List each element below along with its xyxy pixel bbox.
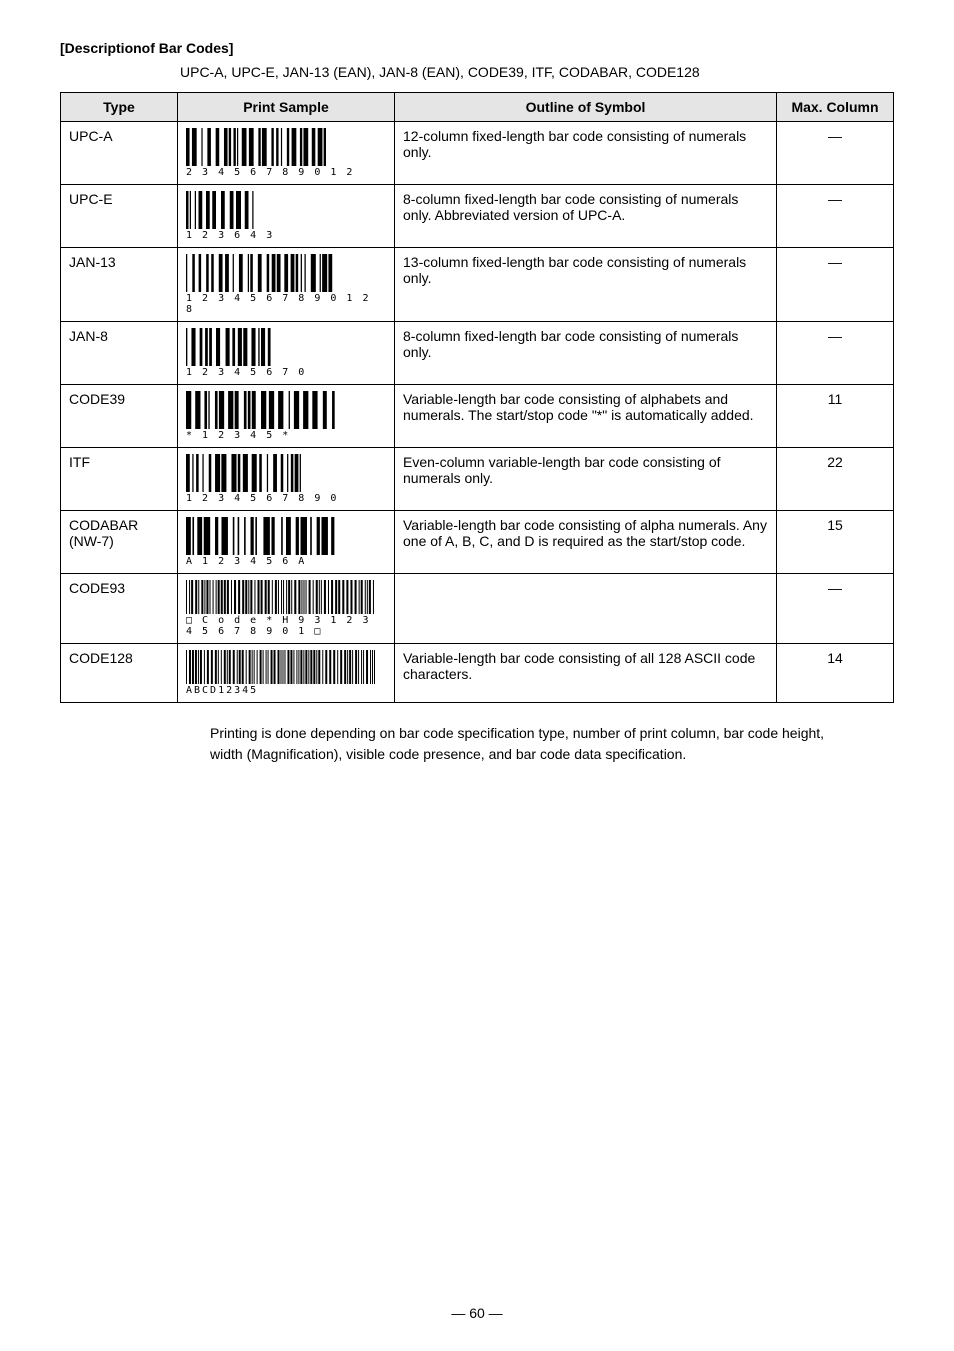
cell-type: CODE93	[61, 574, 178, 644]
table-row: CODE39 * 1 2 3 4 5 * Variable-length bar c…	[61, 385, 894, 448]
cell-type: JAN-8	[61, 322, 178, 385]
barcode-label: 1 2 3 4 5 6 7 8 9 0 1 2 8	[186, 293, 386, 315]
cell-sample: □ C o d e * H 9 3 1 2 3 4 5 6 7 8 9 0 1 …	[178, 574, 395, 644]
cell-sample: 1 2 3 4 5 6 7 0	[178, 322, 395, 385]
cell-sample: 1 2 3 4 5 6 7 8 9 0 1 2 8	[178, 248, 395, 322]
barcode-label: * 1 2 3 4 5 *	[186, 430, 290, 441]
cell-outline: Variable-length bar code consisting of a…	[395, 385, 777, 448]
cell-max: —	[777, 574, 894, 644]
barcode-label: 1 2 3 4 5 6 7 8 9 0	[186, 493, 338, 504]
cell-sample: 2 3 4 5 6 7 8 9 0 1 2	[178, 122, 395, 185]
cell-outline: Even-column variable-length bar code con…	[395, 448, 777, 511]
cell-sample: A 1 2 3 4 5 6 A	[178, 511, 395, 574]
cell-max: 15	[777, 511, 894, 574]
cell-outline: 12-column fixed-length bar code consisti…	[395, 122, 777, 185]
barcode-icon	[186, 328, 276, 366]
cell-max: —	[777, 322, 894, 385]
barcode-icon	[186, 391, 336, 429]
barcode-label: 2 3 4 5 6 7 8 9 0 1 2	[186, 167, 354, 178]
section-title: [Descriptionof Bar Codes]	[60, 40, 894, 56]
table-row: CODE93 □ C o d e * H 9 3 1 2 3 4 5 6 7 8 …	[61, 574, 894, 644]
barcode-label: 1 2 3 4 5 6 7 0	[186, 367, 306, 378]
cell-type: CODE39	[61, 385, 178, 448]
table-row: UPC-A 2 3 4 5 6 7 8 9 0 1 2 12-column fixe…	[61, 122, 894, 185]
cell-outline: Variable-length bar code consisting of a…	[395, 511, 777, 574]
table-row: UPC-E 1 2 3 6 4 3 8-column fixed-length ba…	[61, 185, 894, 248]
barcode-label: □ C o d e * H 9 3 1 2 3 4 5 6 7 8 9 0 1 …	[186, 615, 386, 637]
table-row: JAN-13 1 2 3 4 5 6 7 8 9 0 1 2 8 13-column…	[61, 248, 894, 322]
barcode-table: Type Print Sample Outline of Symbol Max.…	[60, 92, 894, 703]
col-header-type: Type	[61, 93, 178, 122]
barcode-types-subtitle: UPC-A, UPC-E, JAN-13 (EAN), JAN-8 (EAN),…	[180, 64, 894, 80]
col-header-max: Max. Column	[777, 93, 894, 122]
barcode-label: A 1 2 3 4 5 6 A	[186, 556, 306, 567]
cell-max: —	[777, 122, 894, 185]
cell-sample: ABCD12345	[178, 644, 395, 703]
barcode-icon	[186, 191, 256, 229]
cell-max: —	[777, 185, 894, 248]
barcode-icon	[186, 128, 326, 166]
cell-max: 11	[777, 385, 894, 448]
table-row: CODABAR (NW-7) A 1 2 3 4 5 6 A Variable-le…	[61, 511, 894, 574]
cell-sample: * 1 2 3 4 5 *	[178, 385, 395, 448]
cell-max: —	[777, 248, 894, 322]
cell-type: ITF	[61, 448, 178, 511]
cell-sample: 1 2 3 4 5 6 7 8 9 0	[178, 448, 395, 511]
col-header-outline: Outline of Symbol	[395, 93, 777, 122]
page-number: — 60 —	[0, 1305, 954, 1321]
cell-type: UPC-E	[61, 185, 178, 248]
cell-type: JAN-13	[61, 248, 178, 322]
barcode-label: 1 2 3 6 4 3	[186, 230, 274, 241]
col-header-sample: Print Sample	[178, 93, 395, 122]
cell-outline	[395, 574, 777, 644]
table-row: CODE128 ABCD12345 Variable-length bar code…	[61, 644, 894, 703]
cell-type: CODE128	[61, 644, 178, 703]
barcode-icon	[186, 454, 306, 492]
cell-max: 14	[777, 644, 894, 703]
barcode-icon	[186, 254, 336, 292]
barcode-icon	[186, 650, 376, 684]
cell-outline: 8-column fixed-length bar code consistin…	[395, 322, 777, 385]
cell-type: UPC-A	[61, 122, 178, 185]
cell-sample: 1 2 3 6 4 3	[178, 185, 395, 248]
barcode-icon	[186, 517, 336, 555]
cell-max: 22	[777, 448, 894, 511]
footnote: Printing is done depending on bar code s…	[210, 723, 850, 765]
barcode-icon	[186, 580, 376, 614]
cell-outline: 8-column fixed-length bar code consistin…	[395, 185, 777, 248]
table-row: JAN-8 1 2 3 4 5 6 7 0 8-column fixed-lengt…	[61, 322, 894, 385]
cell-type: CODABAR (NW-7)	[61, 511, 178, 574]
cell-outline: 13-column fixed-length bar code consisti…	[395, 248, 777, 322]
table-row: ITF 1 2 3 4 5 6 7 8 9 0 Even-column variab…	[61, 448, 894, 511]
cell-outline: Variable-length bar code consisting of a…	[395, 644, 777, 703]
barcode-label: ABCD12345	[186, 685, 258, 696]
